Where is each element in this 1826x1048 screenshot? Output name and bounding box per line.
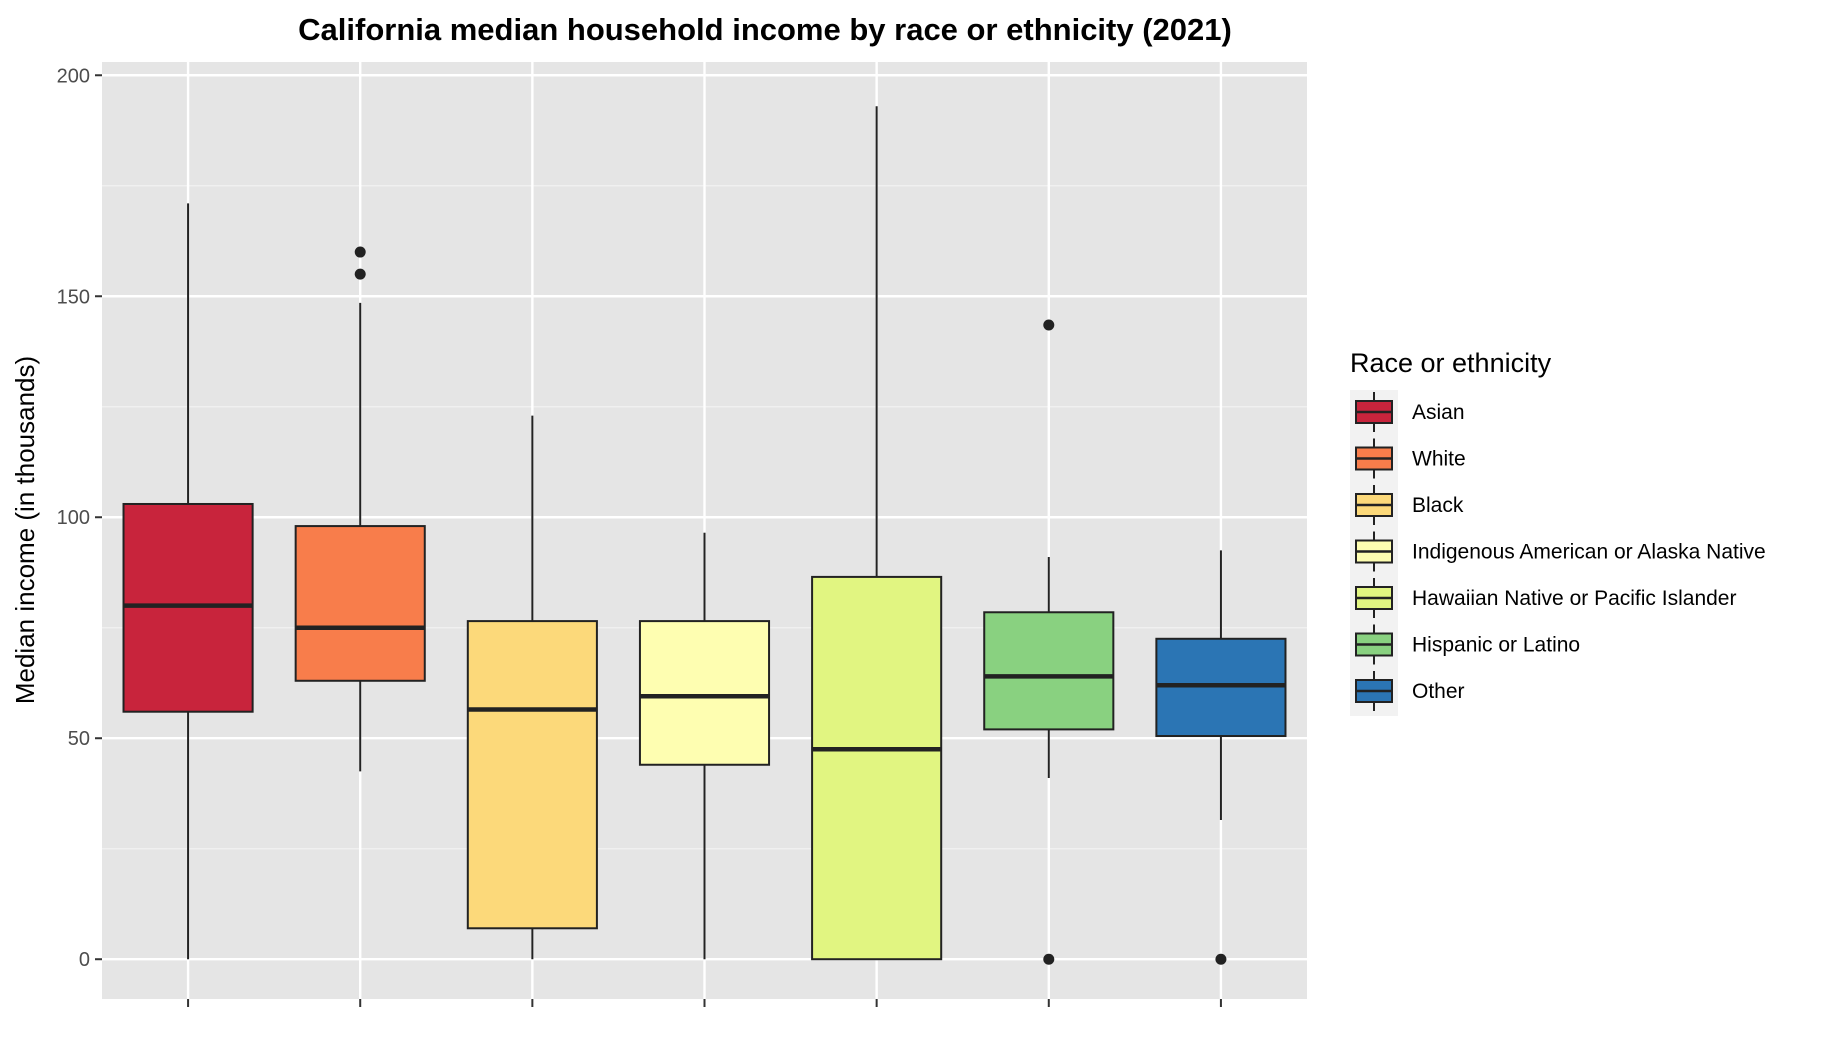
- legend-item: Black: [1355, 485, 1464, 525]
- legend-label: White: [1412, 448, 1466, 471]
- outlier-point: [354, 268, 366, 280]
- box: [466, 620, 598, 930]
- legend-item: Asian: [1355, 392, 1465, 432]
- legend-label: Black: [1412, 494, 1464, 517]
- legend-item: Indigenous American or Alaska Native: [1355, 531, 1766, 572]
- legend-item: White: [1355, 438, 1466, 479]
- legend-title: Race or ethnicity: [1350, 348, 1552, 378]
- outlier-point: [1043, 319, 1055, 331]
- boxplot-indigenous-american-or-alaska-native: [638, 532, 771, 960]
- y-axis: 0 50 100 150 200: [57, 65, 102, 971]
- outlier-point: [1043, 953, 1055, 965]
- y-tick-label: 0: [79, 949, 90, 971]
- boxplot-hawaiian-native-or-pacific-islander: [811, 106, 943, 961]
- legend-item: Other: [1355, 671, 1465, 711]
- y-tick-label: 200: [57, 65, 90, 87]
- y-tick-label: 50: [68, 728, 90, 750]
- legend-label: Hispanic or Latino: [1412, 634, 1580, 657]
- boxplot-other: [1155, 550, 1287, 965]
- box: [983, 611, 1115, 731]
- outlier-point: [1215, 953, 1227, 965]
- y-tick-label: 100: [57, 507, 90, 529]
- legend-label: Asian: [1412, 401, 1465, 424]
- x-axis: [187, 999, 1222, 1007]
- boxplot-asian: [122, 203, 254, 960]
- legend-item: Hawaiian Native or Pacific Islander: [1355, 578, 1736, 618]
- boxplots: [122, 106, 1287, 965]
- box: [294, 525, 426, 682]
- boxplot-black: [466, 415, 598, 960]
- y-axis-label: Median income (in thousands): [10, 356, 40, 704]
- box: [638, 620, 771, 766]
- boxplot-hispanic-or-latino: [983, 319, 1115, 965]
- y-tick-label: 150: [57, 286, 90, 308]
- legend-label: Other: [1412, 680, 1465, 703]
- legend-item: Hispanic or Latino: [1355, 624, 1580, 665]
- box: [811, 575, 943, 961]
- chart-title: California median household income by ra…: [298, 12, 1232, 47]
- legend-label: Hawaiian Native or Pacific Islander: [1412, 587, 1736, 610]
- boxplot-white: [294, 246, 426, 772]
- outlier-point: [354, 246, 366, 258]
- legend: Race or ethnicity Asian White Black Indigen…: [1350, 348, 1766, 716]
- legend-label: Indigenous American or Alaska Native: [1412, 541, 1766, 564]
